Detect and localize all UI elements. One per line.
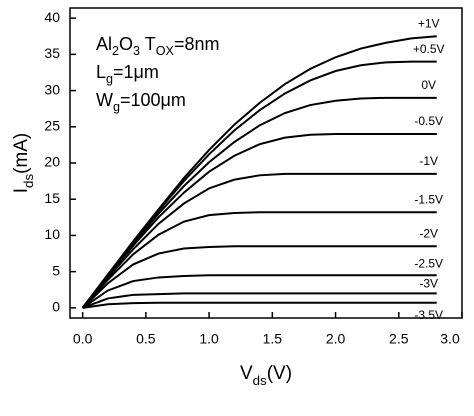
annotation-part: O — [119, 34, 133, 54]
annotation-sub: g — [113, 100, 120, 114]
annotation-part: L — [96, 62, 106, 82]
series-line — [81, 172, 437, 309]
annotation-sub: g — [106, 72, 113, 86]
x-axis-label-sub: ds — [253, 373, 267, 388]
annotation: Wg=100μm — [96, 90, 186, 115]
annotation-part: W — [96, 90, 113, 110]
series-line — [82, 301, 437, 309]
x-tick-label: 2.5 — [389, 331, 409, 347]
x-tick-label: 0.0 — [73, 331, 93, 347]
annotation-sub: 3 — [133, 44, 140, 58]
annotation-part: =100μm — [120, 90, 186, 110]
series-label: 0V — [421, 78, 436, 92]
y-axis-label: Ids(mA) — [11, 133, 36, 193]
series-label: -3.5V — [414, 308, 443, 322]
series-label: -3V — [419, 277, 438, 291]
x-tick-label: 1.5 — [263, 331, 283, 347]
series-label: -2V — [419, 226, 438, 240]
series-label: -0.5V — [414, 114, 443, 128]
x-tick-label: 1.0 — [199, 331, 219, 347]
annotation-sub: 2 — [112, 44, 119, 58]
series-line — [82, 274, 437, 309]
y-axis-label-sub: ds — [21, 174, 36, 188]
series-label: +1V — [418, 16, 440, 30]
y-tick-label: 20 — [44, 154, 60, 170]
x-tick-label: 2.0 — [326, 331, 346, 347]
x-tick-label: 3.0 — [440, 331, 460, 347]
x-axis-label-part: (V) — [267, 363, 292, 384]
y-tick-label: 30 — [44, 81, 60, 97]
y-axis-label-part: I — [11, 188, 32, 193]
annotation-part: =1μm — [113, 62, 159, 82]
y-tick-label: 35 — [44, 45, 60, 61]
series-line — [82, 292, 437, 309]
annotation-part: Al — [96, 34, 112, 54]
series-line — [81, 245, 437, 309]
y-tick-label: 25 — [44, 117, 60, 133]
series-label: +0.5V — [413, 42, 445, 56]
annotation-sub: OX — [156, 44, 175, 58]
y-tick-label: 10 — [44, 226, 60, 242]
annotation: Al2O3 TOX=8nm — [96, 34, 219, 59]
series-line — [81, 211, 437, 309]
series-label: -2.5V — [414, 256, 443, 270]
y-tick-label: 40 — [44, 9, 60, 25]
annotation-part: =8nm — [174, 34, 220, 54]
series-line — [81, 133, 437, 309]
y-tick-label: 0 — [52, 299, 60, 315]
x-tick-label: 0.5 — [136, 331, 156, 347]
y-tick-label: 15 — [44, 190, 60, 206]
y-tick-label: 5 — [52, 262, 60, 278]
plot-frame — [69, 7, 463, 319]
x-axis-label: Vds(V) — [240, 363, 292, 388]
series-line — [81, 60, 437, 309]
series-label: -1V — [419, 154, 438, 168]
x-axis-label-part: V — [240, 363, 253, 384]
series-line — [81, 96, 437, 309]
series-label: -1.5V — [414, 192, 443, 206]
annotation-part: T — [140, 34, 156, 54]
y-axis-label-part: (mA) — [11, 133, 32, 174]
annotation: Lg=1μm — [96, 62, 159, 87]
